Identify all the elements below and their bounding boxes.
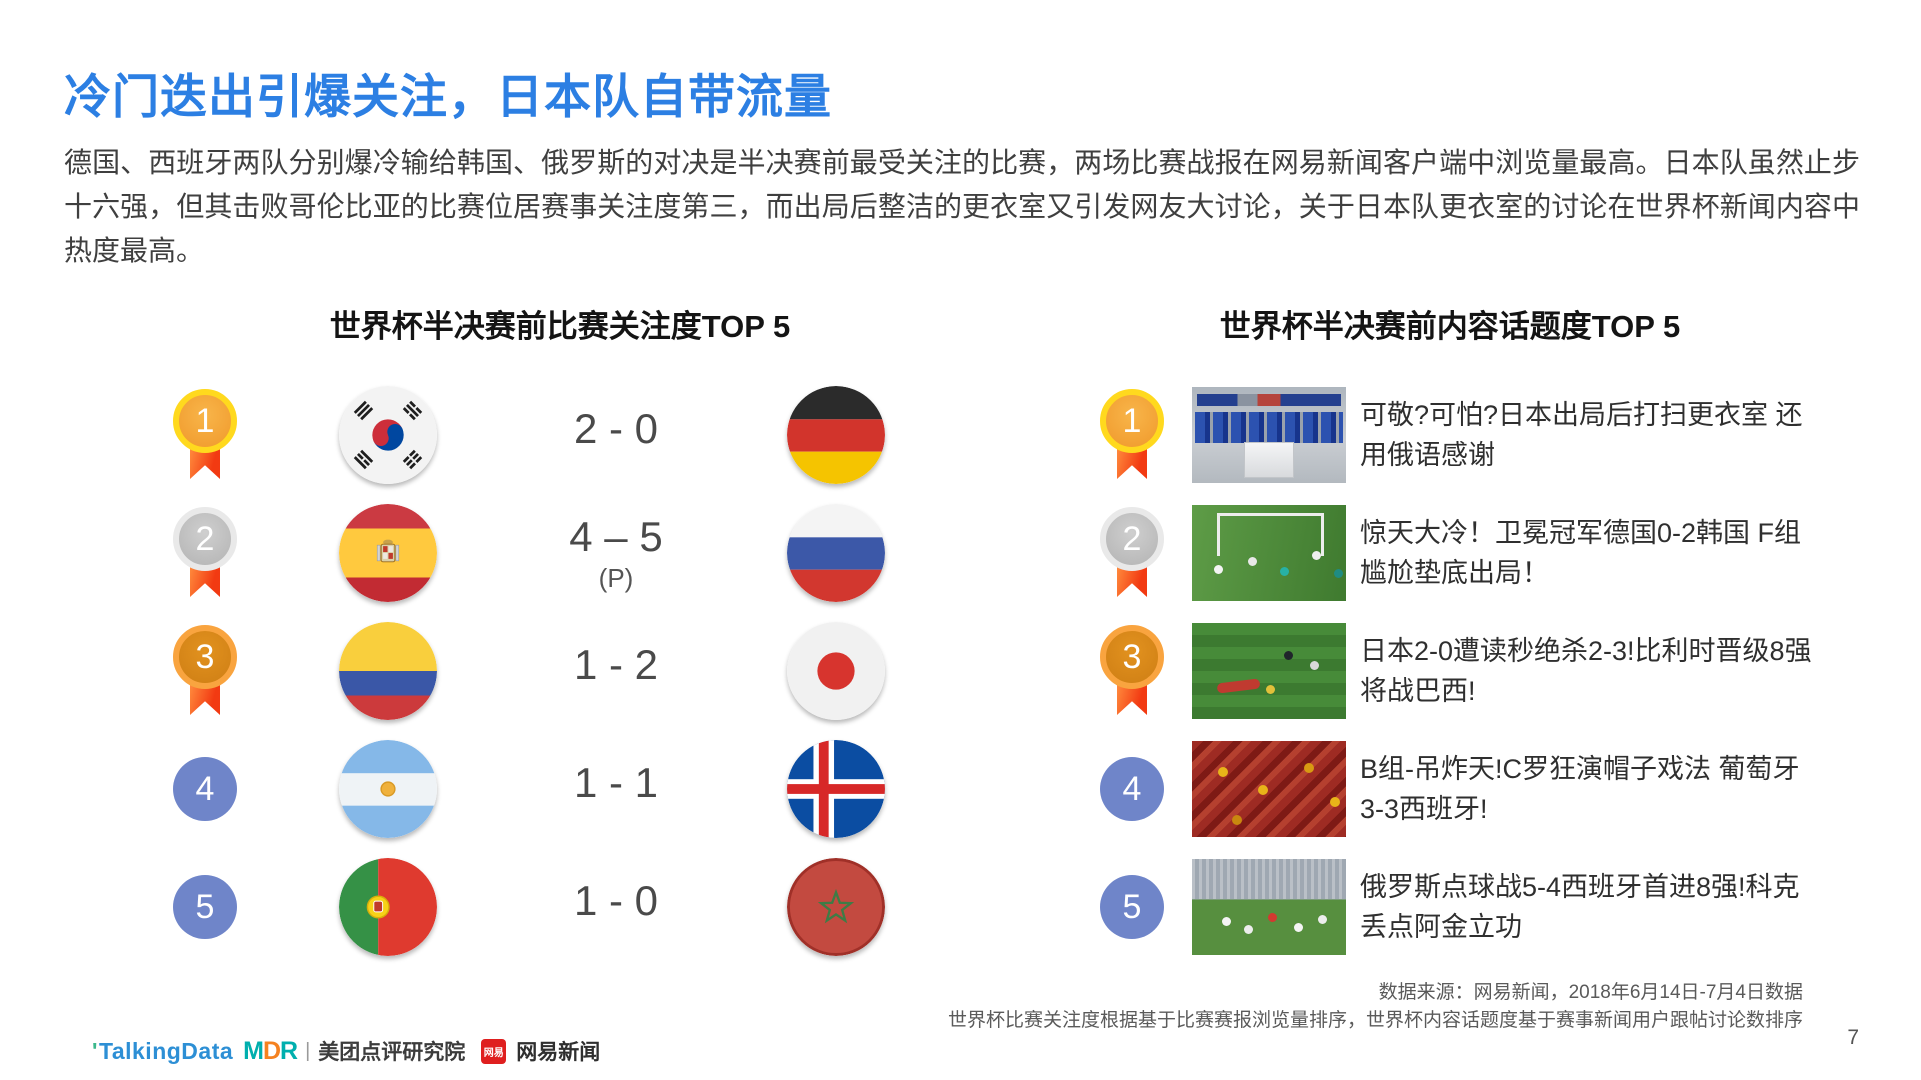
flag-portugal-icon xyxy=(339,858,437,956)
rank-3-medal-icon: 3 xyxy=(1100,621,1164,721)
intro-paragraph: 德国、西班牙两队分别爆冷输给韩国、俄罗斯的对决是半决赛前最受关注的比赛，两场比赛… xyxy=(64,147,1860,267)
flag-japan-icon xyxy=(787,622,885,720)
topic-headline: 可敬?可怕?日本出局后打扫更衣室 还用俄语感谢 xyxy=(1360,399,1803,471)
footer-logos: 'TalkingData MDR | 美团点评研究院 网易 网易新闻 xyxy=(92,1036,600,1066)
rank-4-circle-icon: 4 xyxy=(173,757,237,821)
mdr-logo: MDR xyxy=(243,1036,298,1065)
match-score: 2 - 0 xyxy=(573,405,659,452)
flag-spain-icon xyxy=(339,504,437,602)
score-note-penalties: (P) xyxy=(598,562,634,593)
match-score: 1 - 2 xyxy=(573,641,659,688)
logo-divider: | xyxy=(305,1039,311,1062)
topic-photo-locker-room xyxy=(1192,387,1346,483)
rank-1-medal-icon: 1 xyxy=(173,385,237,485)
rank-5-circle-icon: 5 xyxy=(1100,875,1164,939)
match-attention-table: 1 xyxy=(130,376,936,966)
data-source-line2: 世界杯比赛关注度根据基于比赛赛报浏览量排序，世界杯内容话题度基于赛事新闻用户跟帖… xyxy=(947,1010,1803,1031)
flag-argentina-icon xyxy=(339,740,437,838)
match-score: 1 - 0 xyxy=(573,877,659,924)
left-section-title: 世界杯半决赛前比赛关注度TOP 5 xyxy=(329,309,791,344)
topic-row-2: 2 惊天大冷！卫冕冠军德国0-2韩国 F组尴尬垫底出局！ xyxy=(1100,494,1830,612)
rank-4-circle-icon: 4 xyxy=(1100,757,1164,821)
talkingdata-logo: 'TalkingData xyxy=(92,1037,234,1064)
flag-germany-icon xyxy=(787,386,885,484)
netease-icon: 网易 xyxy=(481,1038,507,1064)
match-row-3: 3 1 - 2 xyxy=(130,612,936,730)
rank-2-medal-icon: 2 xyxy=(173,503,237,603)
topic-headline: B组-吊炸天!C罗狂演帽子戏法 葡萄牙3-3西班牙! xyxy=(1360,753,1800,825)
rank-3-medal-icon: 3 xyxy=(173,621,237,721)
rank-2-medal-icon: 2 xyxy=(1100,503,1164,603)
match-row-5: 5 1 - 0 xyxy=(130,848,936,966)
data-source-line1: 数据来源：网易新闻，2018年6月14日-7月4日数据 xyxy=(1378,982,1803,1003)
topic-row-3: 3 日本2-0遭读秒绝杀2-3!比利时晋级8强将战巴西! xyxy=(1100,612,1830,730)
flag-iceland-icon xyxy=(787,740,885,838)
netease-news-logo: 网易新闻 xyxy=(516,1041,601,1064)
match-row-4: 4 1 - 1 xyxy=(130,730,936,848)
topic-headline: 俄罗斯点球战5-4西班牙首进8强!科克丢点阿金立功 xyxy=(1360,871,1800,943)
flag-morocco-icon xyxy=(787,858,885,956)
topic-photo-japan-belgium xyxy=(1192,623,1346,719)
flag-colombia-icon xyxy=(339,622,437,720)
topic-headline: 日本2-0遭读秒绝杀2-3!比利时晋级8强将战巴西! xyxy=(1360,635,1812,707)
flag-russia-icon xyxy=(787,504,885,602)
match-row-1: 1 xyxy=(130,376,936,494)
topic-row-1: 1 可敬?可怕?日本出局后打扫更衣室 还用俄语感谢 xyxy=(1100,376,1830,494)
topic-photo-germany-korea xyxy=(1192,505,1346,601)
page-title: 冷门迭出引爆关注，日本队自带流量 xyxy=(64,70,832,123)
match-row-2: 2 xyxy=(130,494,936,612)
topic-row-4: 4 B组-吊炸天!C罗狂演帽子戏法 葡萄牙3-3西班牙! xyxy=(1100,730,1830,848)
rank-1-medal-icon: 1 xyxy=(1100,385,1164,485)
flag-south-korea-icon xyxy=(339,386,437,484)
topic-photo-portugal-spain-fans xyxy=(1192,741,1346,837)
rank-5-circle-icon: 5 xyxy=(173,875,237,939)
meituan-dianping-logo: 美团点评研究院 xyxy=(318,1041,466,1064)
topic-headline: 惊天大冷！卫冕冠军德国0-2韩国 F组尴尬垫底出局！ xyxy=(1360,517,1802,589)
match-score: 4 – 5 xyxy=(569,512,663,560)
page-number: 7 xyxy=(1847,1026,1859,1049)
right-section-title: 世界杯半决赛前内容话题度TOP 5 xyxy=(1219,309,1681,344)
match-score: 1 - 1 xyxy=(573,759,659,806)
talkingdata-tick-icon: ' xyxy=(92,1037,98,1064)
topic-photo-russia-spain xyxy=(1192,859,1346,955)
topic-list: 1 可敬?可怕?日本出局后打扫更衣室 还用俄语感谢 2 惊天大冷！卫冕冠军德国0… xyxy=(1100,376,1830,966)
topic-row-5: 5 俄罗斯点球战5-4西班牙首进8强!科克丢点阿金立功 xyxy=(1100,848,1830,966)
